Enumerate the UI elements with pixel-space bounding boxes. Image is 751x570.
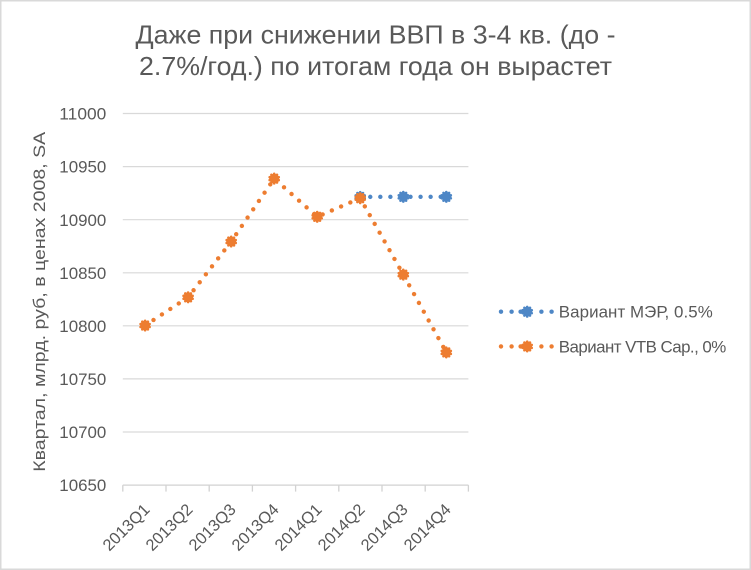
svg-text:Вариант VTB Cap., 0%: Вариант VTB Cap., 0% [559,338,727,357]
svg-text:Даже при снижении ВВП в 3-4 кв: Даже при снижении ВВП в 3-4 кв. (до - [136,20,616,50]
svg-text:10900: 10900 [59,211,106,230]
svg-text:10700: 10700 [59,423,106,442]
svg-text:Вариант МЭР, 0.5%: Вариант МЭР, 0.5% [559,303,713,322]
svg-text:10950: 10950 [59,158,106,177]
svg-text:10800: 10800 [59,317,106,336]
svg-text:11000: 11000 [59,105,106,124]
svg-text:2.7%/год.) по итогам года он в: 2.7%/год.) по итогам года он вырастет [139,51,612,81]
svg-text:10650: 10650 [59,476,106,495]
svg-text:10850: 10850 [59,264,106,283]
svg-text:10750: 10750 [59,370,106,389]
svg-text:Квартал, млрд. руб, в ценах 20: Квартал, млрд. руб, в ценах 2008, SA [30,131,49,472]
